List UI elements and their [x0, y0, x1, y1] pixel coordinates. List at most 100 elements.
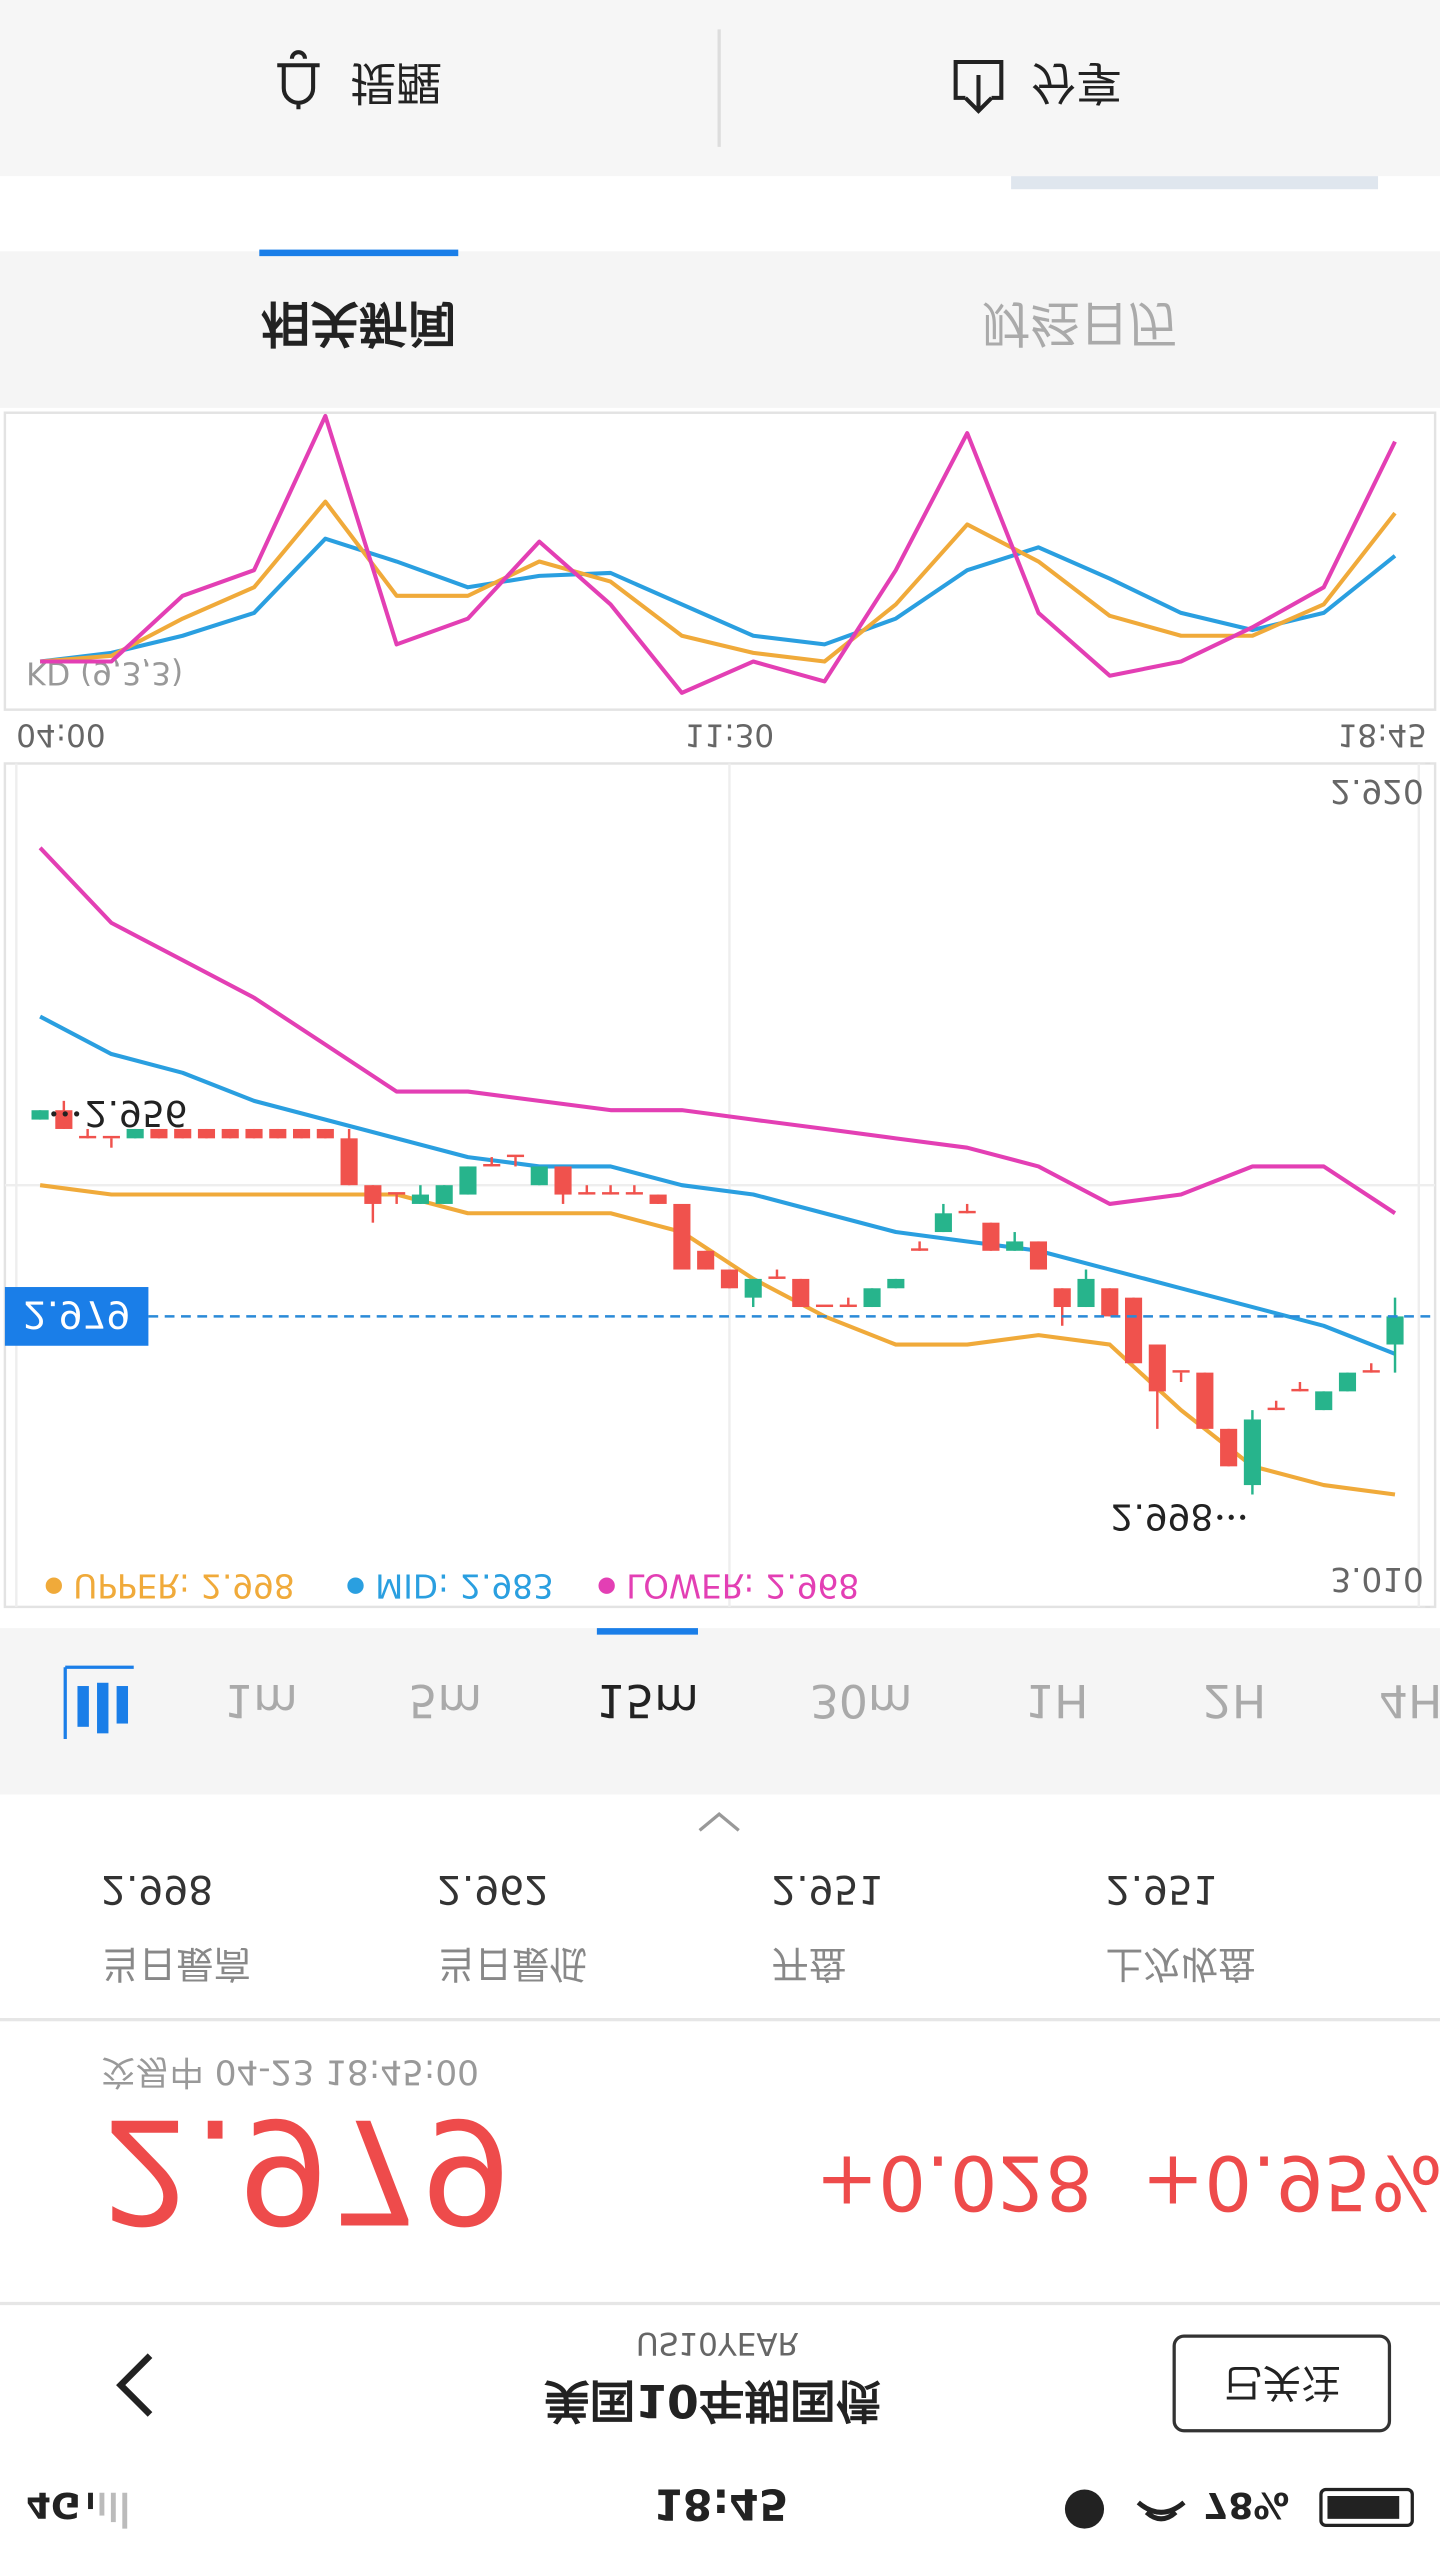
- stat-value: 2.998: [101, 1866, 213, 1911]
- marker-leader: [74, 1111, 80, 1117]
- candle-body: [483, 1164, 501, 1167]
- stat-label: 当日最高: [101, 1942, 251, 1986]
- status-icon: [1064, 2489, 1105, 2529]
- news-tab-bar: [0, 251, 1440, 408]
- chart-candlestick: 04:00 11:30 18:45 3.010 2.920 2.979 2.998 2.956…: [3, 716, 1437, 1609]
- news-tab[interactable]: 相关新闻: [261, 295, 457, 352]
- legend-swatch: [598, 1577, 615, 1594]
- candle-body: [388, 1192, 406, 1195]
- candle-body: [174, 1128, 192, 1139]
- candle-body: [673, 1203, 691, 1270]
- candle-body: [815, 1304, 834, 1308]
- legend-name: UPPER:: [73, 1566, 189, 1604]
- timeframe-bar: [0, 1628, 1440, 1795]
- candle-body: [1362, 1370, 1380, 1373]
- timeframe-tab[interactable]: 4H: [1379, 1674, 1440, 1727]
- candle-body: [1077, 1278, 1095, 1308]
- candle-body: [958, 1210, 976, 1214]
- legend-name: MID:: [375, 1566, 449, 1604]
- legend-name: LOWER:: [626, 1566, 754, 1604]
- last-price-label: 2.979: [23, 1293, 130, 1337]
- y-tick-label: 2.920: [1330, 772, 1423, 810]
- timeframes: 1m 5m 15m 30m 1H 2H 4H: [224, 1628, 1440, 1727]
- candle-body: [554, 1166, 572, 1195]
- marker-leader: [1228, 1514, 1234, 1520]
- legend-swatch: [45, 1577, 62, 1594]
- wifi-icon: [1136, 2500, 1186, 2522]
- news-tab[interactable]: 财经日历: [982, 295, 1178, 352]
- timeframe-tab[interactable]: 1m: [224, 1674, 298, 1727]
- candle-body: [459, 1166, 477, 1195]
- candle-body: [1101, 1288, 1119, 1317]
- charts: KD (9,3,3) 04:00 11:30 18:45 3.010 2.920 2.979…: [3, 411, 1437, 1609]
- candle-body: [340, 1138, 358, 1186]
- collapse-toggle[interactable]: [698, 1811, 740, 1832]
- candle-body: [1053, 1288, 1071, 1308]
- candle-body: [411, 1194, 429, 1204]
- candle-body: [102, 1135, 120, 1139]
- candle-body: [839, 1304, 857, 1308]
- candle-body: [911, 1248, 929, 1251]
- candle-body: [1220, 1428, 1238, 1467]
- candle-body: [1029, 1241, 1048, 1270]
- timeframe-underline: [596, 1628, 698, 1635]
- follow-button-label: 已关注: [1223, 2359, 1340, 2404]
- legend-entry: MID: 2.983: [375, 1566, 554, 1604]
- candle-body: [578, 1192, 596, 1195]
- timeframe-tab[interactable]: 1H: [1025, 1674, 1088, 1727]
- timeframe-tab[interactable]: 30m: [810, 1674, 913, 1727]
- battery-fill: [1327, 2496, 1400, 2519]
- legend-entry: UPPER: 2.998: [73, 1566, 294, 1604]
- candle-body: [602, 1192, 620, 1195]
- instrument-title: 美国10年期国债: [544, 2374, 881, 2427]
- chart-type-icon[interactable]: [63, 1665, 134, 1740]
- series-line: [39, 1183, 1396, 1497]
- high-marker-label: 2.998: [1111, 1495, 1214, 1536]
- remind-button[interactable]: 提醒: [277, 50, 442, 110]
- candle-body: [887, 1278, 905, 1289]
- x-tick-label: 18:45: [1338, 716, 1427, 752]
- timeframe-tab[interactable]: 5m: [408, 1674, 482, 1727]
- candle-body: [364, 1185, 382, 1204]
- stat-value: 2.951: [771, 1866, 883, 1911]
- candle-body: [768, 1276, 786, 1279]
- marker-leader: [62, 1111, 68, 1117]
- candle-body: [1006, 1241, 1024, 1251]
- stats: 当日最高 2.998 当日最低 2.962 开盘 2.951 上次收盘 2.951: [101, 1866, 1256, 1986]
- series-line: [39, 1014, 1396, 1356]
- low-marker-label: 2.956: [85, 1092, 188, 1133]
- series-line: [40, 413, 1397, 695]
- stat-label: 开盘: [771, 1942, 846, 1986]
- share-label: 分享: [1031, 56, 1122, 109]
- timeframe-tab[interactable]: 2H: [1203, 1674, 1266, 1727]
- news-tab-underline: [259, 249, 459, 257]
- candle-body: [625, 1192, 643, 1195]
- x-tick-label: 04:00: [16, 716, 105, 752]
- chart-line: KD (9,3,3): [3, 411, 1437, 711]
- candle-body: [293, 1128, 311, 1139]
- stat-value: 2.951: [1106, 1866, 1218, 1911]
- x-tick-label: 11:30: [685, 716, 774, 752]
- series-line: [39, 499, 1397, 664]
- clock: 18:45: [653, 2479, 788, 2528]
- candle-body: [245, 1128, 263, 1139]
- series-line: [39, 536, 1397, 664]
- candle-body: [197, 1128, 216, 1139]
- share-button[interactable]: 分享: [953, 56, 1122, 114]
- marker-leader: [1240, 1514, 1246, 1520]
- candle-body: [79, 1135, 97, 1139]
- candle-body: [863, 1288, 881, 1308]
- battery-icon: [1319, 2487, 1414, 2528]
- candle-body: [221, 1128, 239, 1139]
- follow-button[interactable]: 已关注: [1172, 2334, 1392, 2433]
- candle-body: [55, 1110, 73, 1129]
- timeframe-tab[interactable]: 15m: [596, 1674, 699, 1727]
- back-button[interactable]: [116, 2353, 153, 2417]
- last-price-tag: [4, 1287, 149, 1346]
- follow-button-frame: [1172, 2334, 1392, 2433]
- candle-body: [934, 1213, 952, 1233]
- candle-body: [792, 1278, 810, 1308]
- battery-level: 78%: [1204, 2484, 1290, 2525]
- stat-label: 上次收盘: [1106, 1942, 1256, 1986]
